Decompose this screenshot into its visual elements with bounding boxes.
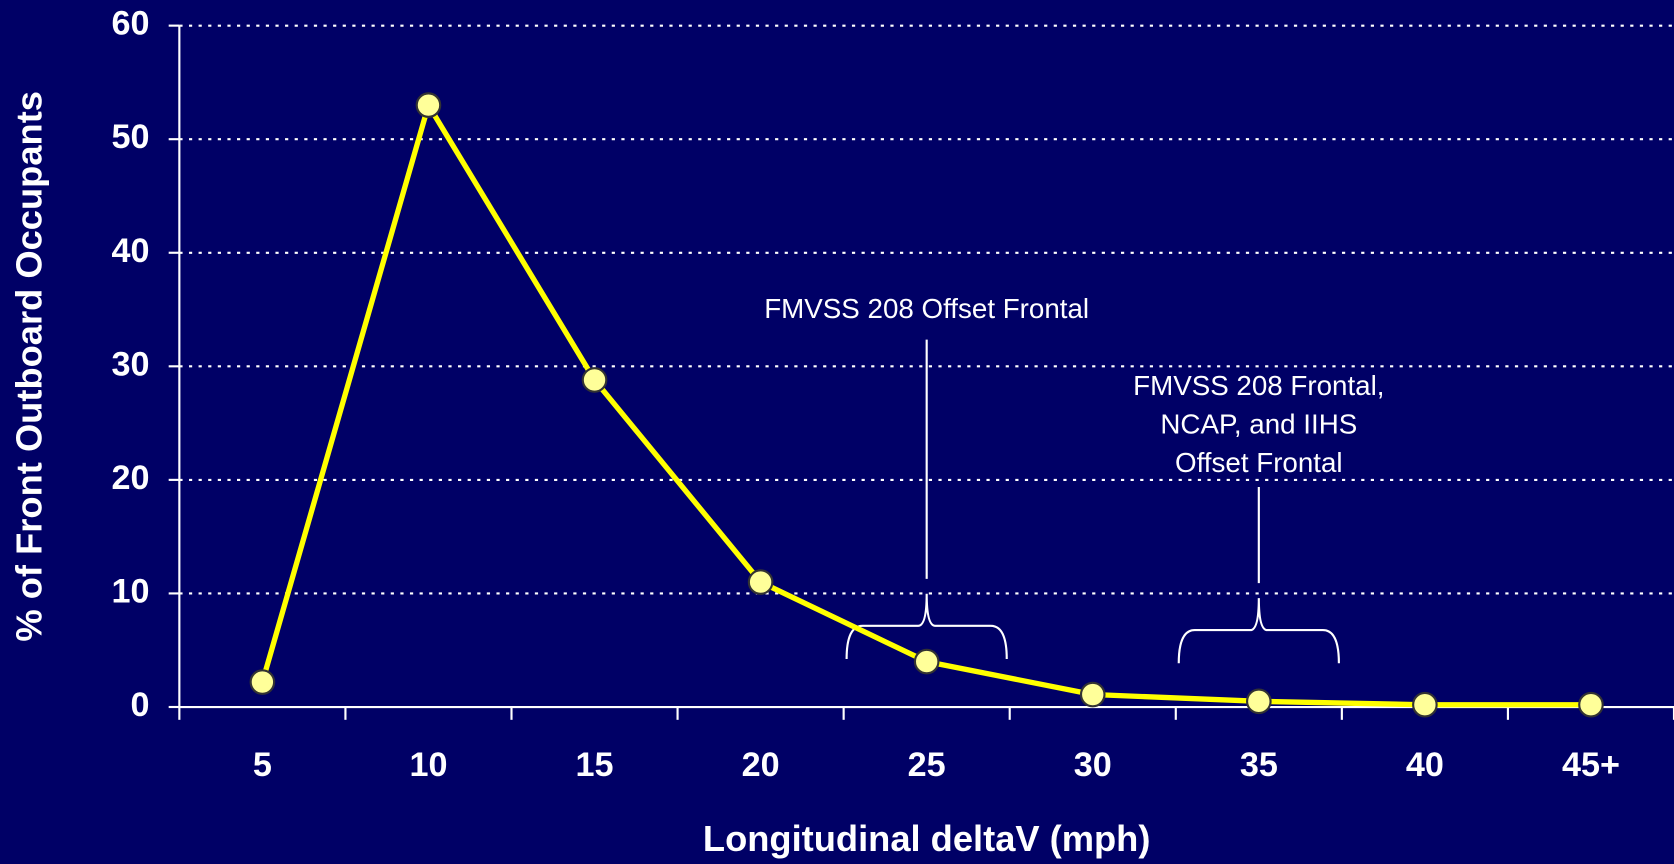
y-tick-label: 60 (111, 5, 149, 43)
x-tick-label: 45+ (1562, 746, 1620, 784)
x-tick-label: 5 (253, 746, 272, 784)
point (1079, 681, 1106, 708)
point (913, 648, 940, 675)
point (581, 367, 608, 393)
point (747, 569, 774, 595)
x-tick-label: 25 (908, 746, 946, 784)
x-tick-label: 20 (742, 746, 780, 784)
y-tick-label: 0 (130, 686, 149, 724)
x-tick-label: 15 (576, 746, 614, 784)
point (1246, 688, 1272, 715)
brace (1177, 598, 1340, 664)
x-axis-title: Longitudinal deltaV (mph) (703, 818, 1151, 859)
annotation-text: FMVSS 208 Offset Frontal (764, 293, 1089, 324)
y-tick-label: 20 (111, 459, 149, 497)
point (1578, 691, 1604, 718)
annotation-text: FMVSS 208 Frontal, (1133, 370, 1384, 401)
x-tick-label: 30 (1074, 746, 1112, 784)
y-axis-title: % of Front Outboard Occupants (9, 91, 50, 642)
y-tick-label: 10 (111, 572, 149, 610)
y-tick-label: 50 (111, 118, 149, 156)
annotation-text: NCAP, and IIHS (1160, 408, 1357, 439)
y-tick-label: 40 (111, 232, 149, 270)
x-tick-label: 40 (1406, 746, 1444, 784)
point (249, 669, 276, 695)
y-tick-label: 30 (111, 345, 149, 383)
annotation-text: Offset Frontal (1175, 447, 1343, 478)
x-tick-label: 10 (409, 746, 447, 784)
x-tick-label: 35 (1240, 746, 1278, 784)
point (1412, 691, 1438, 718)
point (415, 92, 442, 118)
